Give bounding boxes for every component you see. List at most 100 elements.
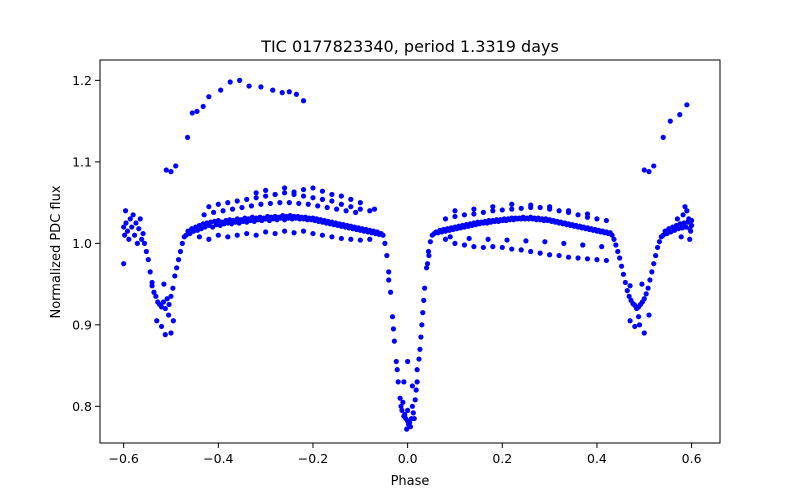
data-point	[329, 191, 335, 198]
data-point	[466, 235, 472, 242]
data-point	[263, 193, 269, 199]
data-point	[677, 112, 683, 118]
data-point	[405, 358, 411, 365]
data-point	[649, 269, 655, 275]
data-point	[452, 213, 458, 220]
data-point	[452, 240, 458, 246]
data-point	[654, 244, 661, 251]
data-point	[584, 256, 591, 262]
data-point	[651, 163, 657, 169]
data-point	[393, 358, 399, 365]
data-point	[281, 190, 288, 196]
data-point	[220, 208, 226, 214]
data-point	[310, 195, 316, 201]
data-point	[561, 240, 567, 246]
data-point	[281, 228, 288, 234]
data-point	[218, 87, 224, 93]
data-point	[418, 334, 424, 340]
data-point	[636, 314, 642, 320]
data-point	[123, 220, 129, 226]
data-point	[319, 196, 326, 202]
data-point	[689, 217, 695, 224]
data-point	[122, 208, 129, 214]
data-point	[300, 228, 307, 234]
data-point	[348, 204, 354, 210]
data-point	[624, 288, 630, 294]
data-point	[651, 261, 657, 267]
data-point	[382, 240, 388, 246]
data-point	[210, 224, 216, 230]
data-point	[206, 204, 212, 210]
data-point	[244, 196, 250, 202]
data-point	[490, 244, 496, 250]
data-point	[480, 209, 486, 215]
data-point	[499, 207, 505, 213]
data-point	[656, 239, 663, 245]
data-point	[611, 236, 617, 242]
data-point	[338, 193, 344, 199]
data-point	[272, 230, 278, 237]
data-point	[667, 118, 673, 124]
data-point	[126, 236, 132, 242]
data-point	[163, 167, 169, 173]
data-point	[417, 346, 423, 352]
data-point	[196, 234, 202, 240]
data-point	[121, 224, 127, 230]
data-point	[210, 209, 217, 215]
data-point	[248, 203, 255, 209]
data-point	[357, 206, 363, 212]
data-point	[300, 193, 307, 199]
data-point	[296, 200, 302, 207]
data-point	[641, 330, 647, 336]
data-point	[687, 236, 693, 242]
data-point	[279, 90, 285, 96]
data-point	[329, 234, 335, 240]
data-point	[136, 226, 142, 232]
data-point	[556, 208, 562, 214]
data-point	[253, 195, 259, 201]
x-tick-label: −0.4	[203, 451, 233, 466]
data-point	[617, 255, 623, 261]
data-point	[334, 206, 340, 212]
data-point	[394, 367, 400, 373]
data-point	[300, 98, 307, 104]
x-tick-label: 0.4	[587, 451, 607, 466]
data-point	[137, 216, 143, 222]
data-point	[636, 322, 643, 328]
data-point	[609, 232, 615, 238]
data-point	[411, 415, 417, 422]
data-point	[168, 169, 174, 175]
data-point	[518, 205, 524, 211]
data-point	[158, 323, 165, 330]
data-point	[187, 230, 193, 237]
data-point	[310, 230, 316, 237]
data-point	[603, 257, 610, 264]
data-point	[122, 232, 128, 238]
data-point	[471, 244, 477, 250]
data-point	[179, 240, 185, 246]
data-point	[168, 330, 174, 336]
data-point	[409, 403, 415, 409]
data-point	[416, 356, 422, 362]
data-point	[194, 108, 200, 114]
data-point	[413, 387, 419, 393]
data-point	[461, 212, 468, 218]
data-point	[253, 190, 259, 196]
data-point	[389, 314, 396, 320]
data-point	[164, 296, 170, 302]
data-point	[329, 198, 335, 204]
data-point	[499, 244, 505, 251]
data-point	[410, 410, 416, 416]
data-point	[319, 232, 326, 238]
data-point	[565, 254, 572, 260]
data-point	[277, 200, 283, 206]
data-point	[627, 283, 633, 289]
data-point	[348, 236, 354, 242]
data-point	[613, 242, 619, 248]
data-point	[528, 202, 534, 208]
data-point	[153, 293, 159, 299]
data-point	[420, 310, 426, 316]
data-point	[397, 395, 403, 401]
data-point	[234, 232, 240, 238]
data-point	[124, 228, 131, 234]
